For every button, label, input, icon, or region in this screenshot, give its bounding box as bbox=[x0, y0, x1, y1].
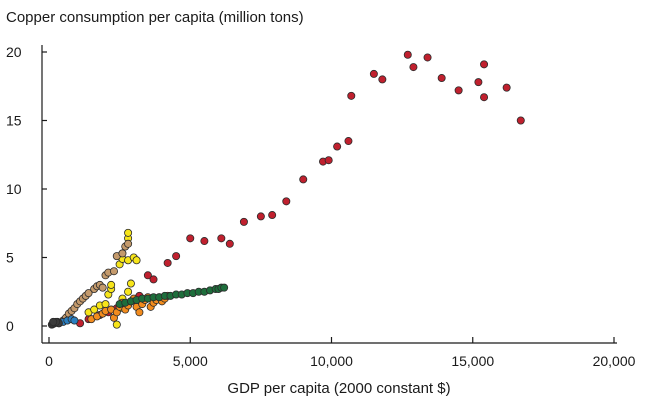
data-point bbox=[324, 156, 333, 165]
x-tick-label: 15,000 bbox=[451, 353, 494, 369]
data-point bbox=[403, 50, 412, 59]
data-point bbox=[225, 239, 234, 248]
y-tick-label: 20 bbox=[6, 44, 22, 60]
data-point bbox=[344, 137, 353, 146]
x-axis-label: GDP per capita (2000 constant $) bbox=[227, 380, 450, 397]
data-point bbox=[124, 228, 133, 237]
data-point bbox=[516, 116, 525, 125]
data-point bbox=[220, 283, 229, 292]
data-point bbox=[186, 234, 195, 243]
data-point bbox=[299, 175, 308, 184]
x-tick-label: 5,000 bbox=[173, 353, 208, 369]
data-point bbox=[200, 237, 209, 246]
chart-title: Copper consumption per capita (million t… bbox=[6, 9, 304, 26]
data-point bbox=[124, 239, 133, 248]
data-point bbox=[256, 212, 265, 221]
series-group bbox=[47, 317, 63, 329]
data-point bbox=[239, 217, 248, 226]
data-point bbox=[172, 252, 181, 261]
data-point bbox=[112, 320, 121, 329]
data-point bbox=[143, 271, 152, 280]
data-point bbox=[149, 275, 158, 284]
data-point bbox=[98, 283, 107, 292]
x-tick-label: 20,000 bbox=[593, 353, 636, 369]
data-point bbox=[268, 211, 277, 220]
data-point bbox=[217, 234, 226, 243]
data-point bbox=[480, 93, 489, 102]
data-point bbox=[49, 317, 58, 326]
y-tick-label: 0 bbox=[6, 318, 14, 334]
x-tick-label: 0 bbox=[45, 353, 53, 369]
data-points bbox=[47, 50, 525, 329]
data-point bbox=[369, 69, 378, 78]
x-axis-ticks: 0 5,000 10,000 15,000 20,000 bbox=[45, 337, 636, 369]
x-tick-label: 10,000 bbox=[310, 353, 353, 369]
data-point bbox=[437, 74, 446, 83]
series-group bbox=[115, 283, 229, 309]
data-point bbox=[454, 86, 463, 95]
y-tick-label: 15 bbox=[6, 113, 22, 129]
data-point bbox=[502, 83, 511, 92]
data-point bbox=[333, 142, 342, 151]
data-point bbox=[126, 279, 135, 288]
y-tick-label: 5 bbox=[6, 250, 14, 266]
data-point bbox=[90, 305, 99, 314]
data-point bbox=[107, 280, 116, 289]
data-point bbox=[118, 249, 127, 258]
data-point bbox=[135, 308, 144, 317]
data-point bbox=[101, 300, 110, 309]
data-point bbox=[70, 316, 79, 325]
y-axis-ticks: 0 5 10 15 20 bbox=[6, 44, 47, 334]
data-point bbox=[282, 197, 291, 206]
data-point bbox=[84, 289, 93, 298]
y-tick-label: 10 bbox=[6, 181, 22, 197]
data-point bbox=[423, 53, 432, 62]
data-point bbox=[480, 60, 489, 69]
data-point bbox=[109, 267, 118, 276]
series-group bbox=[76, 50, 525, 328]
data-point bbox=[163, 258, 172, 267]
data-point bbox=[378, 75, 387, 84]
data-point bbox=[474, 78, 483, 87]
data-point bbox=[347, 91, 356, 100]
data-point bbox=[409, 63, 418, 72]
data-point bbox=[124, 287, 133, 296]
data-point bbox=[132, 256, 141, 265]
